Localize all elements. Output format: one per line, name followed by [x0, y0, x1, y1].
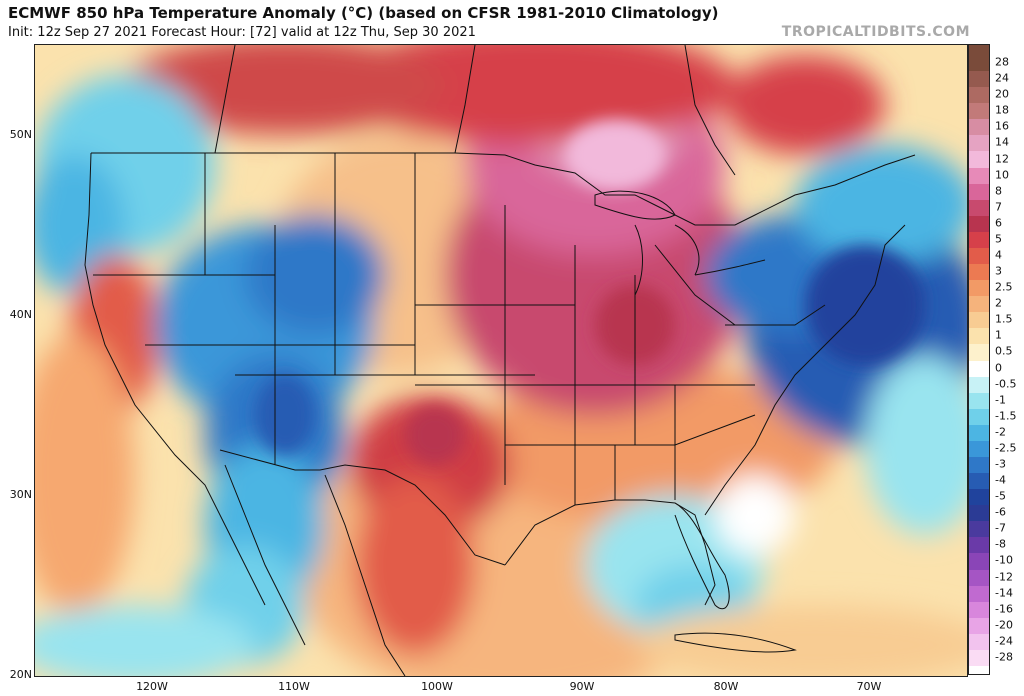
colorbar-swatch	[969, 473, 989, 490]
forecast-subtitle: Init: 12z Sep 27 2021 Forecast Hour: [72…	[8, 25, 476, 40]
colorbar-swatch	[969, 103, 989, 120]
colorbar-swatch	[969, 312, 989, 329]
colorbar-swatch	[969, 505, 989, 522]
colorbar-swatch	[969, 344, 989, 361]
colorbar-label: 18	[995, 103, 1009, 117]
colorbar-label: -14	[995, 586, 1013, 600]
lat-label-50n: 50N	[9, 128, 32, 141]
colorbar-swatch	[969, 360, 989, 378]
page-title: ECMWF 850 hPa Temperature Anomaly (°C) (…	[8, 4, 719, 22]
colorbar-label: -12	[995, 570, 1013, 584]
colorbar-swatch	[969, 408, 989, 426]
colorbar	[968, 44, 990, 675]
colorbar-label: -16	[995, 602, 1013, 616]
colorbar-label: 5	[995, 232, 1002, 246]
colorbar-label: -6	[995, 505, 1006, 519]
colorbar-label: 28	[995, 55, 1009, 69]
anomaly-field	[35, 45, 967, 676]
colorbar-swatch	[969, 247, 989, 265]
colorbar-label: -2.5	[995, 441, 1017, 455]
lon-label-120w: 120W	[136, 680, 168, 693]
colorbar-label: 2	[995, 296, 1002, 310]
colorbar-label: -7	[995, 521, 1006, 535]
lat-label-40n: 40N	[9, 308, 32, 321]
lon-label-90w: 90W	[569, 680, 595, 693]
colorbar-label: 6	[995, 216, 1002, 230]
colorbar-swatch	[969, 264, 989, 281]
colorbar-label: 1.5	[995, 312, 1013, 326]
colorbar-label: -0.5	[995, 377, 1017, 391]
colorbar-swatch	[969, 617, 989, 635]
lon-label-70w: 70W	[856, 680, 882, 693]
colorbar-label: 8	[995, 184, 1002, 198]
colorbar-swatch	[969, 633, 989, 651]
colorbar-swatch	[969, 537, 989, 554]
colorbar-swatch	[969, 424, 989, 442]
colorbar-swatch	[969, 456, 989, 474]
colorbar-swatch	[969, 135, 989, 152]
colorbar-label: 12	[995, 152, 1009, 165]
colorbar-label: 20	[995, 87, 1009, 101]
colorbar-swatch	[969, 328, 989, 345]
colorbar-label: 14	[995, 135, 1009, 149]
colorbar-label: -10	[995, 553, 1013, 567]
colorbar-swatch	[969, 87, 989, 104]
colorbar-swatch	[969, 119, 989, 136]
colorbar-swatch	[969, 569, 989, 587]
anomaly-map	[34, 44, 968, 677]
colorbar-label: 0	[995, 361, 1002, 375]
colorbar-label: 2.5	[995, 280, 1013, 294]
colorbar-label: -3	[995, 457, 1006, 471]
lat-label-20n: 20N	[9, 668, 32, 681]
colorbar-label: 16	[995, 119, 1009, 133]
colorbar-swatch	[969, 55, 989, 72]
colorbar-label: 10	[995, 168, 1009, 182]
colorbar-swatch	[969, 489, 989, 506]
colorbar-label: 7	[995, 200, 1002, 214]
colorbar-swatch	[969, 215, 989, 233]
colorbar-swatch	[969, 392, 989, 410]
colorbar-label: 1	[995, 328, 1002, 342]
colorbar-label: -2	[995, 425, 1006, 439]
colorbar-swatch	[969, 183, 989, 201]
colorbar-label: 4	[995, 248, 1002, 262]
anomaly-map-canvas	[35, 45, 967, 676]
colorbar-cap	[969, 45, 989, 55]
colorbar-label: 0.5	[995, 344, 1013, 358]
colorbar-swatch	[969, 151, 989, 169]
colorbar-label: -20	[995, 618, 1013, 632]
colorbar-swatch	[969, 231, 989, 249]
colorbar-label: -1	[995, 393, 1006, 407]
lon-label-100w: 100W	[421, 680, 453, 693]
colorbar-swatch	[969, 649, 989, 667]
colorbar-label: -24	[995, 634, 1013, 648]
lat-label-30n: 30N	[9, 488, 32, 501]
colorbar-swatch	[969, 296, 989, 313]
colorbar-label: -5	[995, 489, 1006, 503]
colorbar-swatch	[969, 521, 989, 538]
colorbar-label: -4	[995, 473, 1006, 487]
lon-label-110w: 110W	[278, 680, 310, 693]
brand-watermark: TROPICALTIDBITS.COM	[781, 24, 970, 40]
colorbar-label: 24	[995, 71, 1009, 85]
lon-label-80w: 80W	[713, 680, 739, 693]
colorbar-swatch	[969, 553, 989, 571]
colorbar-swatch	[969, 376, 989, 394]
colorbar-label: 3	[995, 264, 1002, 278]
colorbar-label: -28	[995, 650, 1013, 664]
colorbar-label: -8	[995, 537, 1006, 551]
colorbar-swatch	[969, 601, 989, 619]
colorbar-swatch	[969, 440, 989, 458]
colorbar-swatch	[969, 199, 989, 217]
colorbar-swatch	[969, 585, 989, 603]
colorbar-swatch	[969, 71, 989, 88]
colorbar-swatch	[969, 280, 989, 297]
colorbar-label: -1.5	[995, 409, 1017, 423]
political-boundaries	[84, 45, 916, 676]
colorbar-swatch	[969, 167, 989, 185]
